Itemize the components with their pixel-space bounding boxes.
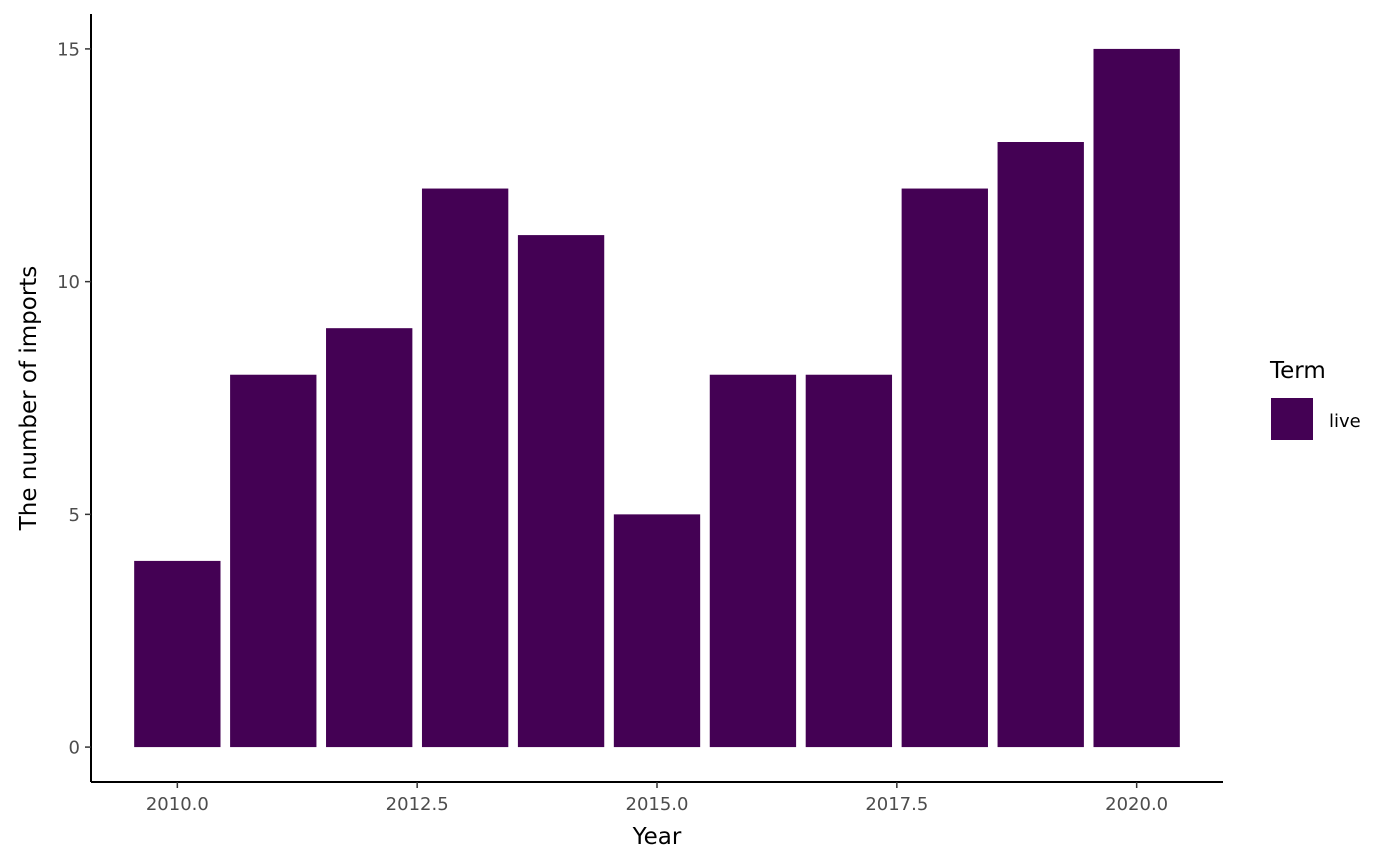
y-tick-label: 10 — [57, 272, 80, 293]
bar-2014 — [517, 235, 605, 748]
bar-2016 — [709, 374, 797, 748]
bars-group — [134, 48, 1180, 748]
x-tick-label: 2015.0 — [626, 794, 689, 815]
bar-2011 — [230, 374, 317, 748]
x-tick-label: 2017.5 — [865, 794, 928, 815]
x-tick-label: 2020.0 — [1105, 794, 1168, 815]
x-tick-label: 2012.5 — [386, 794, 449, 815]
x-tick-label: 2010.0 — [146, 794, 209, 815]
bar-2020 — [1093, 48, 1180, 748]
y-axis-title: The number of imports — [16, 266, 42, 532]
bar-2013 — [421, 188, 509, 748]
y-tick-label: 15 — [57, 39, 80, 60]
bar-2015 — [613, 514, 701, 748]
legend-label-live: live — [1329, 411, 1361, 432]
bar-2019 — [997, 142, 1084, 748]
legend-key-live — [1271, 398, 1313, 440]
bar-2017 — [805, 374, 893, 748]
bar-2010 — [134, 560, 221, 748]
y-tick-label: 0 — [69, 738, 80, 759]
legend: Term live — [1269, 358, 1361, 440]
bar-2012 — [326, 328, 413, 748]
y-ticks-group: 0 5 10 15 — [57, 39, 91, 759]
bar-2018 — [901, 188, 988, 748]
x-ticks-group: 2010.0 2012.5 2015.0 2017.5 2020.0 — [146, 782, 1168, 815]
y-tick-label: 5 — [69, 505, 80, 526]
x-axis-title: Year — [632, 824, 682, 850]
legend-title: Term — [1269, 358, 1326, 384]
